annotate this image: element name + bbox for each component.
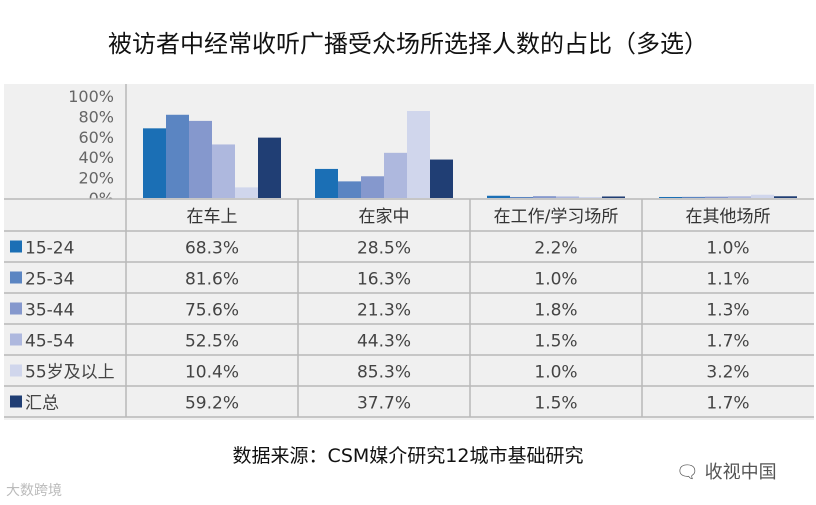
bar-55岁及以上-在车上: [235, 187, 258, 198]
bar-55岁及以上-在其他场所: [751, 194, 774, 198]
data-label: 28.5%: [357, 239, 411, 259]
data-label: 85.3%: [357, 363, 411, 383]
data-label: 10.4%: [185, 363, 239, 383]
data-label: 68.3%: [185, 239, 239, 259]
bar-15-24-在工作/学习场所: [487, 195, 510, 198]
y-tick-label: 80%: [78, 107, 114, 126]
data-label: 44.3%: [357, 332, 411, 352]
legend-swatch-25-34: [10, 271, 22, 284]
data-label: 3.2%: [706, 363, 749, 383]
bar-汇总-在工作/学习场所: [602, 196, 625, 198]
legend-label: 15-24: [25, 239, 74, 259]
data-label: 1.0%: [534, 363, 577, 383]
bar-汇总-在家中: [430, 159, 453, 198]
category-label: 在其他场所: [686, 207, 771, 227]
legend-label: 汇总: [25, 394, 59, 414]
legend-swatch-35-44: [10, 302, 22, 315]
data-label: 1.0%: [706, 239, 749, 259]
data-label: 1.3%: [706, 301, 749, 321]
data-label: 1.5%: [534, 332, 577, 352]
bar-45-54-在工作/学习场所: [556, 196, 579, 198]
data-label: 1.0%: [534, 270, 577, 290]
bar-15-24-在其他场所: [659, 196, 682, 198]
watermark-left: 大数跨境: [6, 483, 62, 499]
table-background: [4, 199, 814, 417]
legend-label: 45-54: [25, 332, 74, 352]
bar-55岁及以上-在工作/学习场所: [579, 196, 602, 198]
y-tick-label: 20%: [78, 169, 114, 188]
bar-35-44-在工作/学习场所: [533, 196, 556, 198]
category-label: 在工作/学习场所: [494, 207, 619, 227]
bar-15-24-在车上: [143, 128, 166, 198]
bar-15-24-在家中: [315, 168, 338, 198]
data-label: 75.6%: [185, 301, 239, 321]
bar-45-54-在家中: [384, 152, 407, 198]
data-label: 1.8%: [534, 301, 577, 321]
bar-45-54-在车上: [212, 144, 235, 198]
bar-25-34-在其他场所: [682, 196, 705, 198]
data-label: 2.2%: [534, 239, 577, 259]
data-label: 1.7%: [706, 394, 749, 414]
chart-svg: 100%80%60%40%20%0%在车上在家中在工作/学习场所在其他场所15-…: [4, 84, 814, 418]
data-label: 1.7%: [706, 332, 749, 352]
watermark-right: 🗨 收视中国: [676, 458, 777, 484]
legend-swatch-45-54: [10, 333, 22, 346]
wechat-icon: 🗨: [676, 462, 699, 483]
bar-25-34-在工作/学习场所: [510, 196, 533, 198]
data-label: 59.2%: [185, 394, 239, 414]
bar-45-54-在其他场所: [728, 196, 751, 198]
bar-35-44-在车上: [189, 120, 212, 198]
data-label: 81.6%: [185, 270, 239, 290]
bar-35-44-在其他场所: [705, 196, 728, 198]
legend-swatch-15-24: [10, 240, 22, 253]
legend-label: 25-34: [25, 270, 74, 290]
chart-panel: 100%80%60%40%20%0%在车上在家中在工作/学习场所在其他场所15-…: [4, 84, 814, 420]
bar-35-44-在家中: [361, 176, 384, 198]
data-label: 52.5%: [185, 332, 239, 352]
category-label: 在车上: [187, 207, 238, 227]
bar-55岁及以上-在家中: [407, 110, 430, 198]
data-label: 21.3%: [357, 301, 411, 321]
y-tick-label: 100%: [68, 87, 114, 106]
data-label: 16.3%: [357, 270, 411, 290]
chart-title: 被访者中经常收听广播受众场所选择人数的占比（多选）: [108, 30, 708, 58]
data-label: 37.7%: [357, 394, 411, 414]
legend-label: 55岁及以上: [25, 363, 115, 383]
bar-25-34-在车上: [166, 114, 189, 198]
legend-label: 35-44: [25, 301, 74, 321]
data-label: 1.1%: [706, 270, 749, 290]
bar-汇总-在车上: [258, 137, 281, 198]
watermark-right-label: 收视中国: [704, 462, 777, 483]
bar-汇总-在其他场所: [774, 196, 797, 198]
category-label: 在家中: [359, 207, 410, 227]
data-label: 1.5%: [534, 394, 577, 414]
y-tick-label: 40%: [78, 148, 114, 167]
legend-swatch-汇总: [10, 395, 22, 408]
data-source-note: 数据来源：CSM媒介研究12城市基础研究: [232, 445, 584, 467]
y-tick-label: 60%: [78, 128, 114, 147]
bar-25-34-在家中: [338, 181, 361, 198]
legend-swatch-55岁及以上: [10, 364, 22, 377]
